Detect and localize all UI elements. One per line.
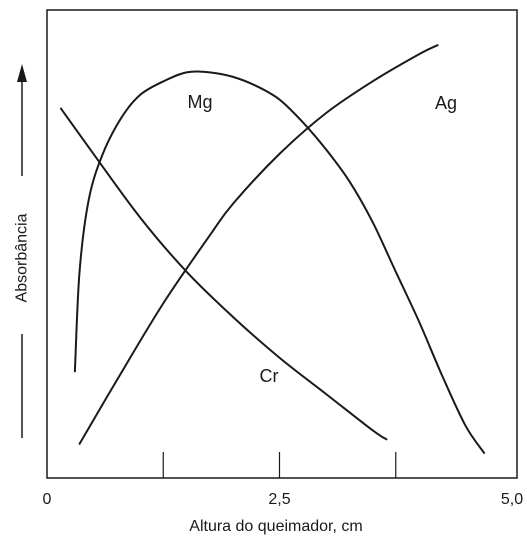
curves-layer xyxy=(59,44,486,454)
x-axis-title: Altura do queimador, cm xyxy=(189,518,362,535)
labels-layer: 0 2,5 5,0 Altura do queimador, cm Absorbânci… xyxy=(14,92,524,535)
x-tick-label: 2,5 xyxy=(268,491,290,508)
x-tick-label: 0 xyxy=(43,491,52,508)
plot-frame xyxy=(46,9,518,479)
series-line-mg xyxy=(73,70,486,454)
series-label-mg: Mg xyxy=(187,92,212,112)
series-label-cr: Cr xyxy=(260,366,279,386)
y-axis-title: Absorbância xyxy=(14,213,31,302)
series-line-cr xyxy=(59,107,388,441)
axes-layer xyxy=(17,9,518,479)
series-line-ag xyxy=(78,44,439,445)
series-label-ag: Ag xyxy=(435,93,457,113)
y-arrow-head-icon xyxy=(17,64,27,82)
x-tick-label: 5,0 xyxy=(501,491,523,508)
